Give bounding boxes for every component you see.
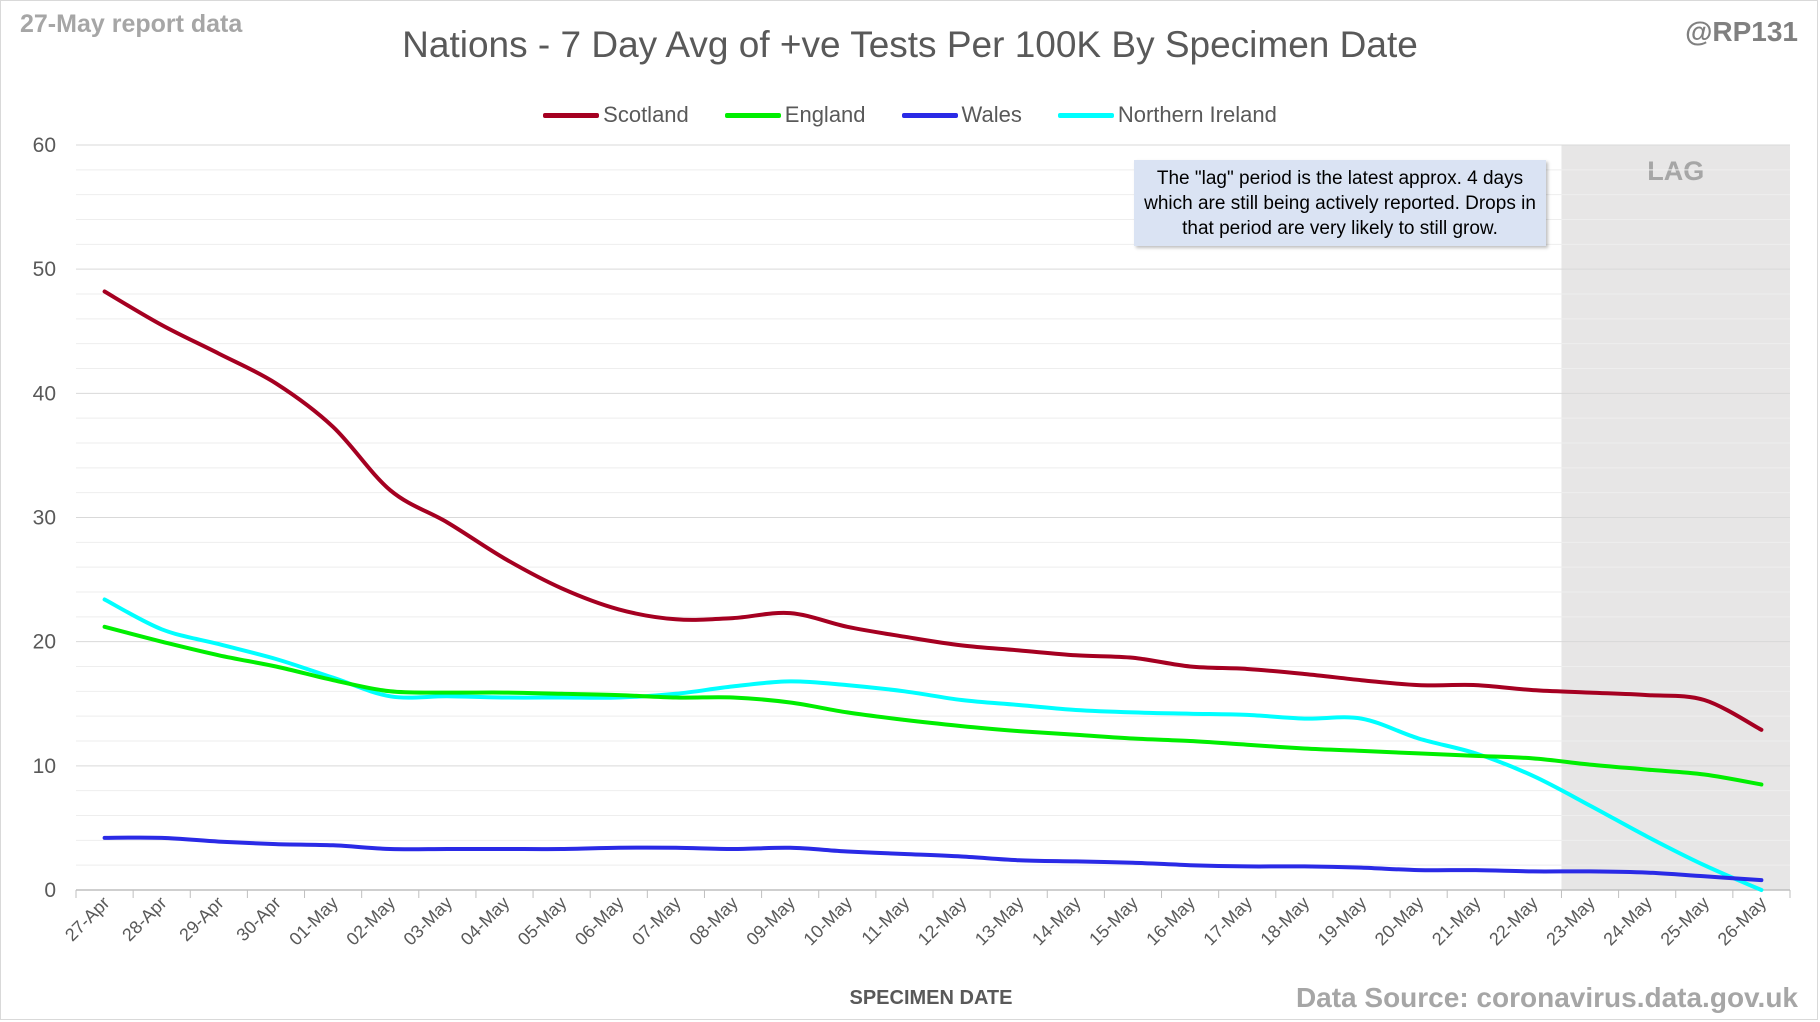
- x-tick-label: 25-May: [1657, 893, 1714, 950]
- legend-item-scotland: Scotland: [543, 100, 689, 130]
- x-axis-title: SPECIMEN DATE: [850, 987, 1013, 1009]
- x-tick-label: 29-Apr: [175, 893, 227, 945]
- lag-label: LAG: [1647, 156, 1704, 186]
- legend-item-wales: Wales: [901, 100, 1022, 130]
- legend-swatch-england: [724, 112, 781, 118]
- x-tick-label: 16-May: [1142, 893, 1199, 950]
- data-source: Data Source: coronavirus.data.gov.uk: [1295, 982, 1798, 1013]
- legend-label-wales: Wales: [961, 102, 1022, 127]
- x-tick-label: 24-May: [1599, 893, 1656, 950]
- x-tick-label: 28-Apr: [118, 893, 170, 945]
- x-tick-label: 10-May: [800, 893, 857, 950]
- x-tick-label: 22-May: [1485, 893, 1542, 950]
- legend-swatch-wales: [901, 112, 958, 118]
- x-tick-label: 20-May: [1371, 893, 1428, 950]
- x-tick-label: 03-May: [400, 893, 457, 950]
- y-tick-label: 30: [33, 507, 56, 530]
- x-tick-label: 08-May: [685, 893, 742, 950]
- x-tick-label: 27-Apr: [61, 893, 113, 945]
- x-tick-label: 06-May: [571, 893, 628, 950]
- series-line-england: [102, 624, 1764, 787]
- x-tick-label: 07-May: [628, 893, 685, 950]
- series-line-northern-ireland: [102, 597, 1764, 892]
- x-tick-label: 19-May: [1314, 893, 1371, 950]
- x-tick-label: 14-May: [1028, 893, 1085, 950]
- legend-item-northern-ireland: Northern Ireland: [1057, 100, 1277, 130]
- x-tick-label: 23-May: [1542, 893, 1599, 950]
- y-tick-label: 40: [33, 382, 56, 405]
- author-handle: @RP131: [1685, 16, 1798, 47]
- y-tick-label: 60: [33, 134, 56, 157]
- x-tick-label: 18-May: [1257, 893, 1314, 950]
- x-tick-label: 05-May: [514, 893, 571, 950]
- x-tick-label: 15-May: [1085, 893, 1142, 950]
- x-tick-label: 09-May: [742, 893, 799, 950]
- x-tick-label: 21-May: [1428, 893, 1485, 950]
- x-tick-label: 13-May: [971, 893, 1028, 950]
- y-tick-label: 10: [33, 755, 56, 778]
- legend-swatch-northern-ireland: [1057, 112, 1114, 118]
- y-tick-label: 20: [33, 631, 56, 654]
- legend-item-england: England: [724, 100, 866, 130]
- x-tick-label: 01-May: [285, 893, 342, 950]
- y-tick-label: 0: [44, 879, 56, 902]
- x-tick-label: 30-Apr: [232, 893, 284, 945]
- lag-note: The "lag" period is the latest approx. 4…: [1134, 160, 1546, 246]
- legend-label-england: England: [784, 102, 866, 127]
- x-tick-label: 17-May: [1199, 893, 1256, 950]
- y-tick-label: 50: [33, 258, 56, 281]
- x-tick-label: 12-May: [914, 893, 971, 950]
- legend-label-scotland: Scotland: [603, 102, 689, 127]
- chart-title: Nations - 7 Day Avg of +ve Tests Per 100…: [402, 24, 1418, 65]
- x-tick-label: 26-May: [1714, 893, 1771, 950]
- report-date-label: 27-May report data: [20, 10, 243, 38]
- x-tick-label: 02-May: [342, 893, 399, 950]
- legend-swatch-scotland: [543, 112, 600, 118]
- series-line-wales: [102, 835, 1764, 883]
- x-tick-label: 04-May: [457, 893, 514, 950]
- x-tick-label: 11-May: [858, 893, 914, 949]
- legend-label-northern-ireland: Northern Ireland: [1117, 102, 1277, 127]
- series-line-scotland: [102, 289, 1764, 732]
- chart-legend: Scotland England Wales Northern Ireland: [0, 100, 1820, 130]
